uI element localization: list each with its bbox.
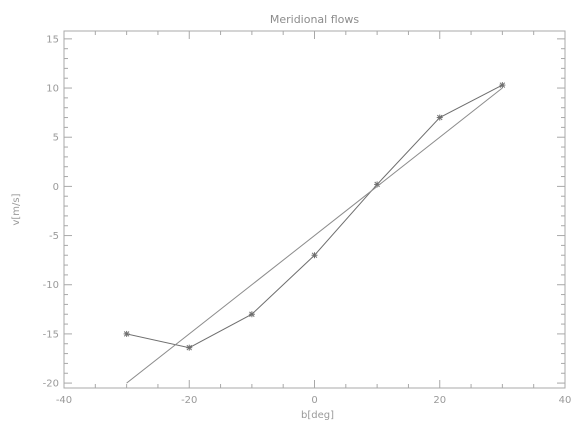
marker-stroke bbox=[186, 344, 193, 351]
marker-stroke bbox=[436, 114, 443, 121]
y-axis-ticks: -20 -15 -10 -5 0 5 10 15 bbox=[43, 34, 565, 390]
y-tick-label: -20 bbox=[43, 379, 59, 390]
data-point-marker bbox=[186, 344, 193, 351]
data-point-marker bbox=[123, 330, 130, 337]
y-tick-label: 5 bbox=[53, 133, 59, 144]
marker-stroke bbox=[249, 311, 255, 317]
y-tick-label: 15 bbox=[46, 34, 59, 45]
data-point-marker bbox=[311, 252, 318, 259]
marker-stroke bbox=[311, 252, 318, 258]
x-tick-label: 40 bbox=[559, 395, 572, 406]
x-tick-label: 20 bbox=[433, 395, 446, 406]
marker-stroke bbox=[123, 331, 130, 337]
y-tick-label: -15 bbox=[43, 329, 59, 340]
data-point-marker bbox=[499, 82, 506, 89]
y-tick-label: 10 bbox=[46, 84, 59, 95]
data-point-marker bbox=[436, 114, 443, 121]
chart-title: Meridional flows bbox=[270, 13, 360, 26]
x-axis-ticks: -40 -20 0 20 40 bbox=[56, 31, 572, 406]
data-point-marker bbox=[374, 181, 381, 188]
data-series-line bbox=[126, 84, 503, 349]
y-tick-label: 0 bbox=[53, 182, 59, 193]
x-tick-label: -20 bbox=[181, 395, 197, 406]
marker-stroke bbox=[499, 82, 506, 88]
y-tick-label: -5 bbox=[49, 231, 59, 242]
plot-frame bbox=[63, 30, 566, 389]
fit-line bbox=[126, 87, 503, 384]
y-axis-label: v[m/s] bbox=[11, 193, 22, 225]
data-point-marker bbox=[248, 311, 255, 318]
x-tick-label: 0 bbox=[311, 395, 317, 406]
x-tick-label: -40 bbox=[56, 395, 72, 406]
series-layer bbox=[123, 82, 506, 384]
x-axis-label: b[deg] bbox=[301, 410, 334, 421]
marker-stroke bbox=[374, 181, 380, 188]
plot-border bbox=[63, 30, 566, 389]
y-tick-label: -10 bbox=[43, 280, 59, 291]
